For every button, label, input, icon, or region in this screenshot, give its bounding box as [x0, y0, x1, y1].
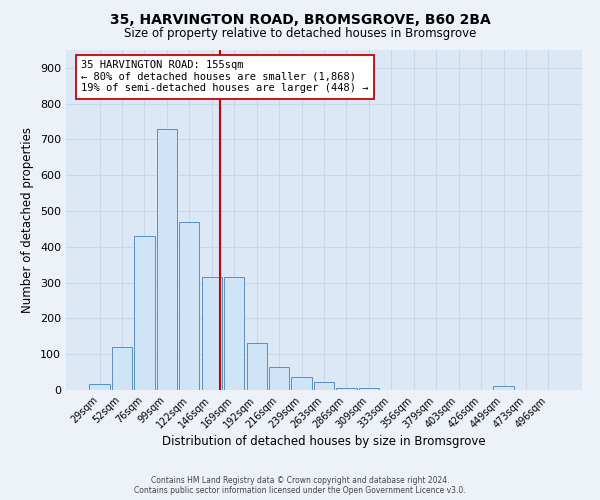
Bar: [202, 278, 222, 390]
Text: Contains HM Land Registry data © Crown copyright and database right 2024.
Contai: Contains HM Land Registry data © Crown c…: [134, 476, 466, 495]
Bar: [157, 128, 177, 390]
Bar: [269, 366, 289, 390]
Text: Size of property relative to detached houses in Bromsgrove: Size of property relative to detached ho…: [124, 28, 476, 40]
Bar: [224, 278, 244, 390]
Bar: [359, 388, 379, 390]
Bar: [292, 378, 311, 390]
Bar: [179, 222, 199, 390]
Text: 35 HARVINGTON ROAD: 155sqm
← 80% of detached houses are smaller (1,868)
19% of s: 35 HARVINGTON ROAD: 155sqm ← 80% of deta…: [82, 60, 369, 94]
Bar: [493, 386, 514, 390]
Bar: [112, 347, 132, 390]
Bar: [247, 344, 267, 390]
Bar: [337, 388, 356, 390]
Y-axis label: Number of detached properties: Number of detached properties: [22, 127, 34, 313]
X-axis label: Distribution of detached houses by size in Bromsgrove: Distribution of detached houses by size …: [162, 436, 486, 448]
Text: 35, HARVINGTON ROAD, BROMSGROVE, B60 2BA: 35, HARVINGTON ROAD, BROMSGROVE, B60 2BA: [110, 12, 490, 26]
Bar: [314, 382, 334, 390]
Bar: [134, 236, 155, 390]
Bar: [89, 384, 110, 390]
